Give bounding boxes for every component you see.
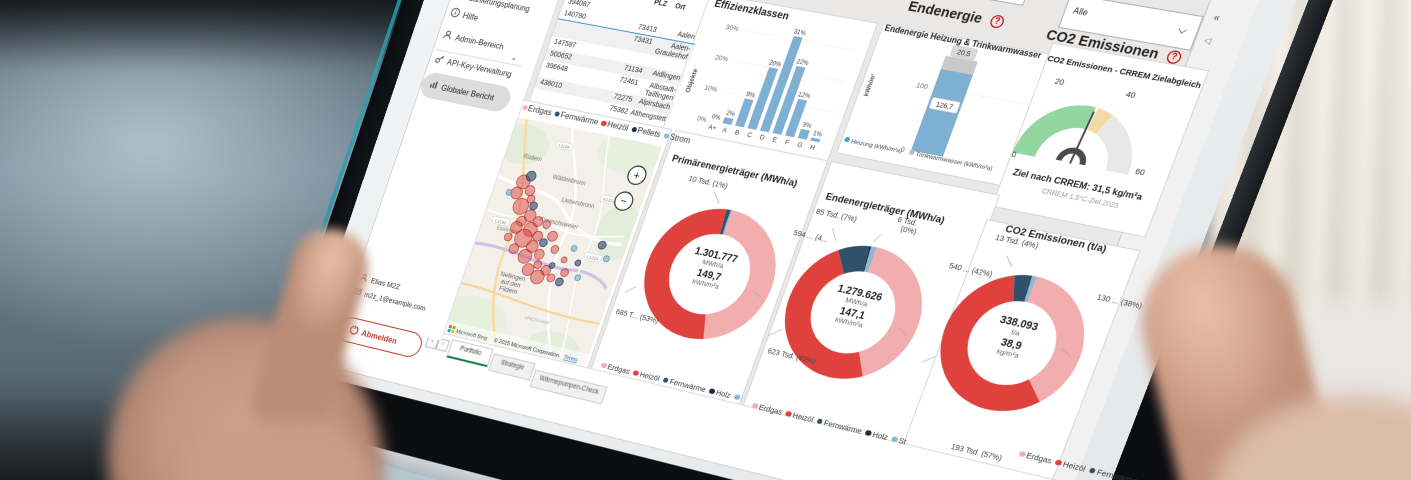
svg-text:20%: 20%	[768, 60, 782, 69]
svg-text:−: −	[618, 196, 628, 209]
svg-text:3%: 3%	[801, 122, 812, 130]
svg-text:0%: 0%	[711, 114, 722, 122]
svg-text:+: +	[631, 170, 641, 183]
svg-text:SPIETH-HOF: SPIETH-HOF	[524, 315, 551, 326]
svg-text:60: 60	[1134, 168, 1146, 178]
svg-text:K1213: K1213	[602, 196, 617, 204]
svg-text:31%: 31%	[792, 29, 806, 38]
svg-text:Esslingen: Esslingen	[496, 225, 520, 236]
svg-text:L1199: L1199	[558, 143, 572, 151]
svg-text:A: A	[721, 126, 729, 135]
svg-text:40: 40	[1124, 91, 1136, 101]
svg-text:Terms: Terms	[563, 354, 579, 364]
svg-text:22%: 22%	[795, 59, 809, 68]
svg-text:1%: 1%	[812, 131, 823, 139]
svg-text:Rüdern: Rüdern	[522, 154, 542, 164]
svg-text:9%: 9%	[745, 92, 756, 100]
svg-text:E: E	[771, 136, 778, 144]
svg-text:G: G	[796, 141, 804, 150]
svg-text:20%: 20%	[714, 54, 730, 64]
svg-text:L1204: L1204	[586, 254, 600, 262]
svg-text:A+: A+	[707, 123, 718, 132]
svg-text:L1192: L1192	[494, 218, 507, 226]
svg-text:10%: 10%	[703, 84, 719, 94]
svg-text:30%: 30%	[725, 24, 741, 34]
svg-text:100: 100	[915, 82, 930, 92]
svg-text:F: F	[784, 139, 791, 147]
svg-text:20: 20	[1053, 78, 1065, 88]
svg-text:0: 0	[1010, 151, 1017, 160]
svg-text:126,7: 126,7	[934, 101, 954, 112]
svg-text:D: D	[758, 134, 766, 143]
svg-text:auf den: auf den	[499, 278, 521, 290]
svg-text:kWh/m²: kWh/m²	[862, 73, 878, 97]
svg-text:20,5: 20,5	[956, 48, 973, 58]
svg-text:Fildern: Fildern	[498, 285, 518, 296]
svg-text:2%: 2%	[725, 110, 736, 118]
svg-text:0%: 0%	[696, 115, 708, 124]
svg-text:12%: 12%	[797, 92, 811, 101]
svg-text:0: 0	[899, 146, 906, 155]
svg-text:H: H	[809, 144, 816, 153]
svg-text:Objekte: Objekte	[684, 67, 700, 93]
svg-text:B: B	[734, 129, 741, 137]
svg-text:C: C	[746, 131, 754, 140]
